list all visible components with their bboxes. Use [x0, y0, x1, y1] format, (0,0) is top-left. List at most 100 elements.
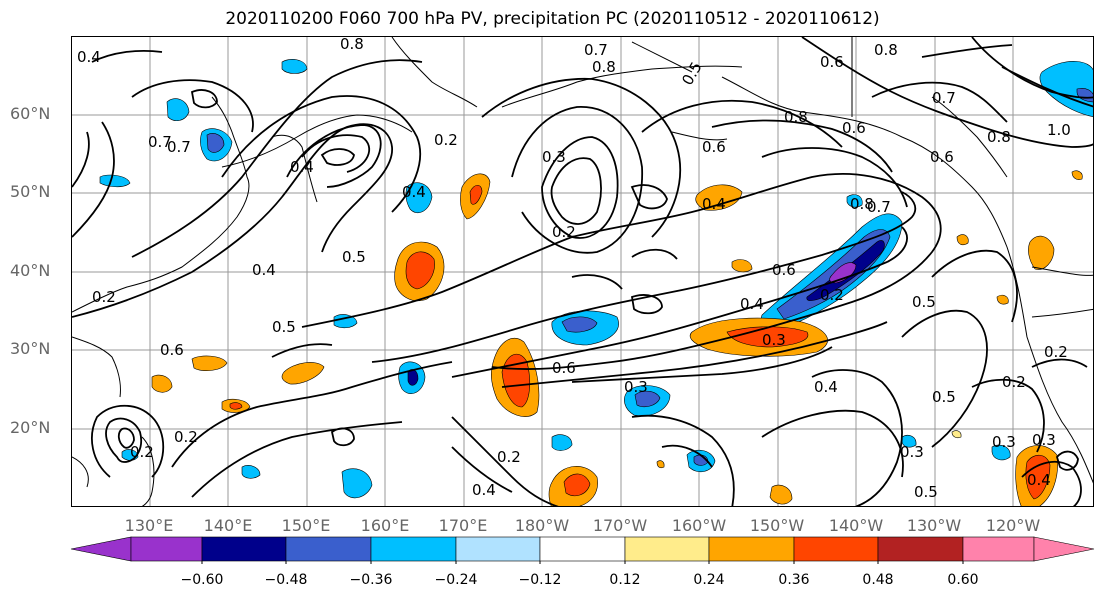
contour-label: 0.6 — [842, 119, 866, 137]
colorbar-segment — [624, 536, 710, 562]
colorbar-tick-label: 0.36 — [778, 572, 810, 588]
contour-label: 0.6 — [820, 53, 844, 71]
lon-label-170w: 170°W — [592, 516, 648, 535]
pos-patch-japan-north-core — [405, 251, 435, 290]
contour-label: 0.8 — [784, 108, 808, 126]
contour-label: 0.2 — [92, 288, 116, 306]
colorbar-segment — [285, 536, 372, 562]
neg-patch-kuril — [405, 182, 433, 213]
colorbar-tick-label: 0.48 — [862, 572, 894, 588]
neg-patch-north-pacific-core — [561, 316, 598, 333]
contour-label: 0.4 — [402, 183, 426, 201]
colorbar-tick-label: 0.60 — [947, 572, 979, 588]
contour-label: 0.2 — [1044, 343, 1068, 361]
contour-label: 0.3 — [1032, 431, 1056, 449]
lon-label-150e: 150°E — [281, 516, 331, 535]
pos-patch-east-sm-1 — [956, 234, 969, 246]
colorbar-segment — [201, 536, 287, 562]
contour-label: 0.2 — [552, 223, 576, 241]
pos-patch-west-3 — [151, 374, 173, 393]
lon-label-130e: 130°E — [124, 516, 174, 535]
contour-label: 0.4 — [814, 378, 838, 396]
lat-label-20n: 20°N — [10, 418, 51, 437]
neg-patch-small-5 — [551, 434, 573, 451]
contour-label: 0.8 — [340, 37, 364, 53]
lon-label-170e: 170°E — [438, 516, 488, 535]
contour-label: 0.5 — [342, 248, 366, 266]
colorbar-segment — [877, 536, 964, 562]
contour-label: 0.3 — [542, 148, 566, 166]
lat-label-50n: 50°N — [10, 182, 51, 201]
colorbar-tick-label: 0.12 — [609, 572, 641, 588]
contour-label: 0.3 — [900, 443, 924, 461]
contour-label: 0.2 — [820, 286, 844, 304]
colorbar-extend-low — [70, 536, 132, 562]
contour-label: 0.8 — [874, 41, 898, 59]
neg-patch-okhotsk — [166, 98, 190, 121]
colorbar-segment — [539, 536, 626, 562]
lon-label-160w: 160°W — [671, 516, 727, 535]
pos-patch-south-sm-2 — [656, 460, 665, 469]
colorbar-segment — [793, 536, 879, 562]
lon-label-180w: 180°W — [514, 516, 570, 535]
contour-label: 0.8 — [850, 195, 874, 213]
colorbar — [70, 536, 1095, 564]
neg-patch-small-2 — [99, 174, 131, 188]
colorbar-tick-label: 0.24 — [693, 572, 725, 588]
pos-patch-aleutian-e — [695, 184, 743, 211]
contour-label: 0.7 — [167, 138, 191, 156]
neg-patch-small-1 — [281, 59, 308, 74]
contour-label: 0.2 — [497, 448, 521, 466]
neg-patch-small-7 — [901, 434, 917, 448]
pos-patch-south-sm — [769, 484, 793, 505]
contour-label: 0.4 — [252, 261, 276, 279]
neg-patch-small-3 — [333, 314, 358, 329]
lat-label-30n: 30°N — [10, 339, 51, 358]
pos-patch-west-2 — [191, 355, 228, 372]
contour-label: 0.6 — [552, 359, 576, 377]
colorbar-tick-label: −0.36 — [349, 572, 393, 588]
pos-patch-hawaii-south-core — [563, 473, 591, 496]
colorbar-tick-label: −0.48 — [264, 572, 308, 588]
precip-shading — [99, 59, 1093, 506]
lon-label-140e: 140°E — [203, 516, 253, 535]
contour-label: 0.7 — [932, 89, 956, 107]
colorbar-segment — [708, 536, 795, 562]
lat-label-60n: 60°N — [10, 104, 51, 123]
colorbar-segment — [130, 536, 203, 562]
contour-label: 0.5 — [914, 483, 938, 501]
contour-label: 0.5 — [912, 293, 936, 311]
lon-label-150w: 150°W — [749, 516, 805, 535]
contour-label: 0.2 — [434, 131, 458, 149]
pos-patch-east-sm-2 — [996, 294, 1009, 305]
pos-patch-california-core — [1025, 454, 1051, 500]
pos-patch-midpacific-core — [501, 353, 531, 408]
neg-patch-small-6 — [241, 465, 261, 479]
colorbar-tick-label: −0.12 — [518, 572, 562, 588]
plot-title: 2020110200 F060 700 hPa PV, precipitatio… — [225, 9, 880, 29]
colorbar-segments — [70, 536, 1095, 562]
contour-label: 0.4 — [290, 158, 314, 176]
contour-label: 0.2 — [130, 443, 154, 461]
pos-patch-south-sm-4 — [731, 259, 753, 273]
contour-label: 0.2 — [1002, 373, 1026, 391]
neg-patch-small-8 — [991, 444, 1011, 461]
pos-patch-gulf-alaska-south-core — [726, 326, 809, 348]
contour-label: 0.6 — [160, 341, 184, 359]
contour-label: 1.0 — [1047, 121, 1071, 139]
contour-label: 0.7 — [584, 41, 608, 59]
contour-label: 0.6 — [702, 138, 726, 156]
lon-label-130w: 130°W — [906, 516, 962, 535]
pos-patch-west-1 — [281, 362, 325, 385]
contour-label: 0.8 — [987, 128, 1011, 146]
contour-label-layer: 0.8 0.7 0.8 0.6 0.5 0.8 0.7 0.6 0.8 1.0 … — [77, 37, 1071, 501]
contour-label: 0.4 — [472, 481, 496, 499]
contour-label: 0.3 — [624, 378, 648, 396]
contour-label: 0.2 — [174, 428, 198, 446]
contour-label: 0.5 — [678, 59, 706, 89]
neg-patch-kamchatka-core — [206, 133, 225, 153]
colorbar-extend-high — [1033, 536, 1095, 562]
neg-patch-hawaii-n-core — [634, 390, 661, 408]
map-panel: 0.8 0.7 0.8 0.6 0.5 0.8 0.7 0.6 0.8 1.0 … — [71, 36, 1094, 507]
contour-label: 0.4 — [740, 295, 764, 313]
